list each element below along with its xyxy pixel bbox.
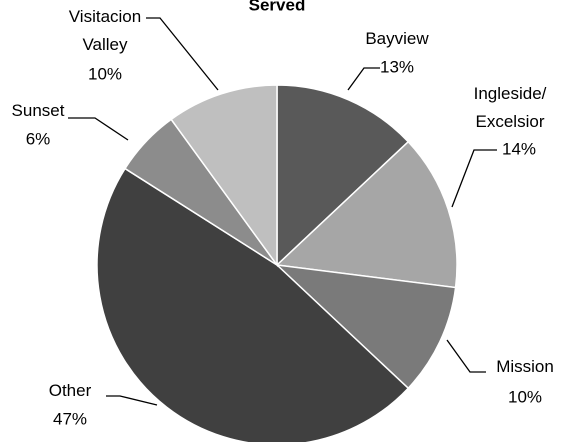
leader-line (146, 17, 219, 91)
pie-slice (274, 263, 457, 390)
pie-slice (170, 84, 278, 268)
leader-line (451, 149, 497, 208)
pie-slice (275, 140, 458, 289)
pie-slice (276, 84, 410, 267)
slice-label: Visitacion Valley (69, 7, 141, 54)
value-label: 10% (88, 64, 122, 83)
value-label: 13% (380, 57, 414, 76)
slice-label: Bayview (365, 29, 429, 48)
slice-label: Ingleside/Excelsior (474, 84, 547, 131)
pie-slice (96, 167, 410, 442)
slice-label: Mission (496, 357, 554, 376)
value-label: 47% (53, 409, 87, 428)
leader-line (106, 395, 158, 406)
value-label: 6% (26, 129, 51, 148)
value-label: 10% (508, 387, 542, 406)
leader-line (446, 339, 486, 373)
leader-line (347, 67, 380, 91)
slice-label: Sunset (12, 101, 65, 120)
slice-label: Other (49, 381, 92, 400)
value-label: 14% (502, 139, 536, 158)
chart-title: Served (249, 0, 306, 14)
leader-line (68, 117, 129, 141)
